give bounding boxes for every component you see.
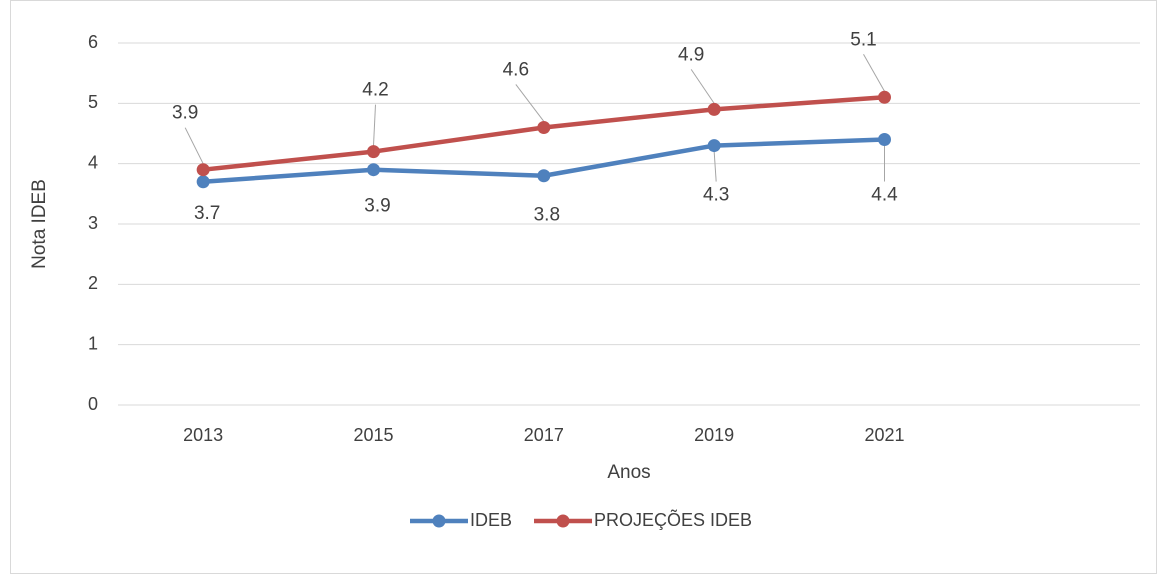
y-tick-label: 3 — [88, 213, 98, 233]
y-tick-label: 6 — [88, 32, 98, 52]
x-tick-label: 2013 — [183, 425, 223, 445]
x-tick-label: 2021 — [864, 425, 904, 445]
y-tick-label: 1 — [88, 333, 98, 353]
data-label: 4.3 — [703, 185, 729, 206]
legend-label: PROJEÇÕES IDEB — [594, 509, 752, 530]
leader-line — [373, 104, 376, 146]
legend-marker — [556, 514, 570, 528]
data-label: 3.8 — [534, 205, 560, 226]
leader-line — [690, 69, 715, 104]
data-label: 4.2 — [362, 80, 388, 101]
y-tick-label: 2 — [88, 273, 98, 293]
x-tick-label: 2019 — [694, 425, 734, 445]
y-tick-label: 5 — [88, 92, 98, 112]
data-label: 3.7 — [194, 203, 220, 224]
x-tick-label: 2015 — [353, 425, 393, 445]
y-tick-label: 0 — [88, 394, 98, 414]
leader-line — [515, 84, 545, 122]
point — [196, 163, 210, 177]
point — [878, 90, 891, 104]
data-label: 3.9 — [172, 103, 198, 124]
point — [707, 139, 721, 153]
point — [878, 133, 891, 147]
point — [537, 120, 551, 134]
x-axis-label: Anos — [607, 462, 650, 483]
leader-line — [713, 151, 717, 182]
point — [196, 175, 210, 189]
data-label: 4.9 — [678, 44, 704, 65]
y-tick-label: 4 — [88, 152, 98, 172]
y-axis-label: Nota IDEB — [29, 179, 50, 269]
point — [707, 102, 721, 116]
data-label: 3.9 — [364, 196, 390, 217]
data-label: 4.4 — [871, 185, 898, 206]
data-label: 4.6 — [503, 59, 529, 80]
point — [367, 145, 380, 159]
legend-marker — [432, 514, 446, 528]
leader-line — [184, 127, 204, 164]
point — [367, 163, 380, 177]
legend-label: IDEB — [470, 510, 512, 530]
x-tick-label: 2017 — [524, 425, 564, 445]
point — [537, 169, 551, 183]
leader-line — [863, 54, 885, 92]
chart-border — [10, 0, 1157, 574]
data-label: 5.1 — [850, 29, 876, 50]
